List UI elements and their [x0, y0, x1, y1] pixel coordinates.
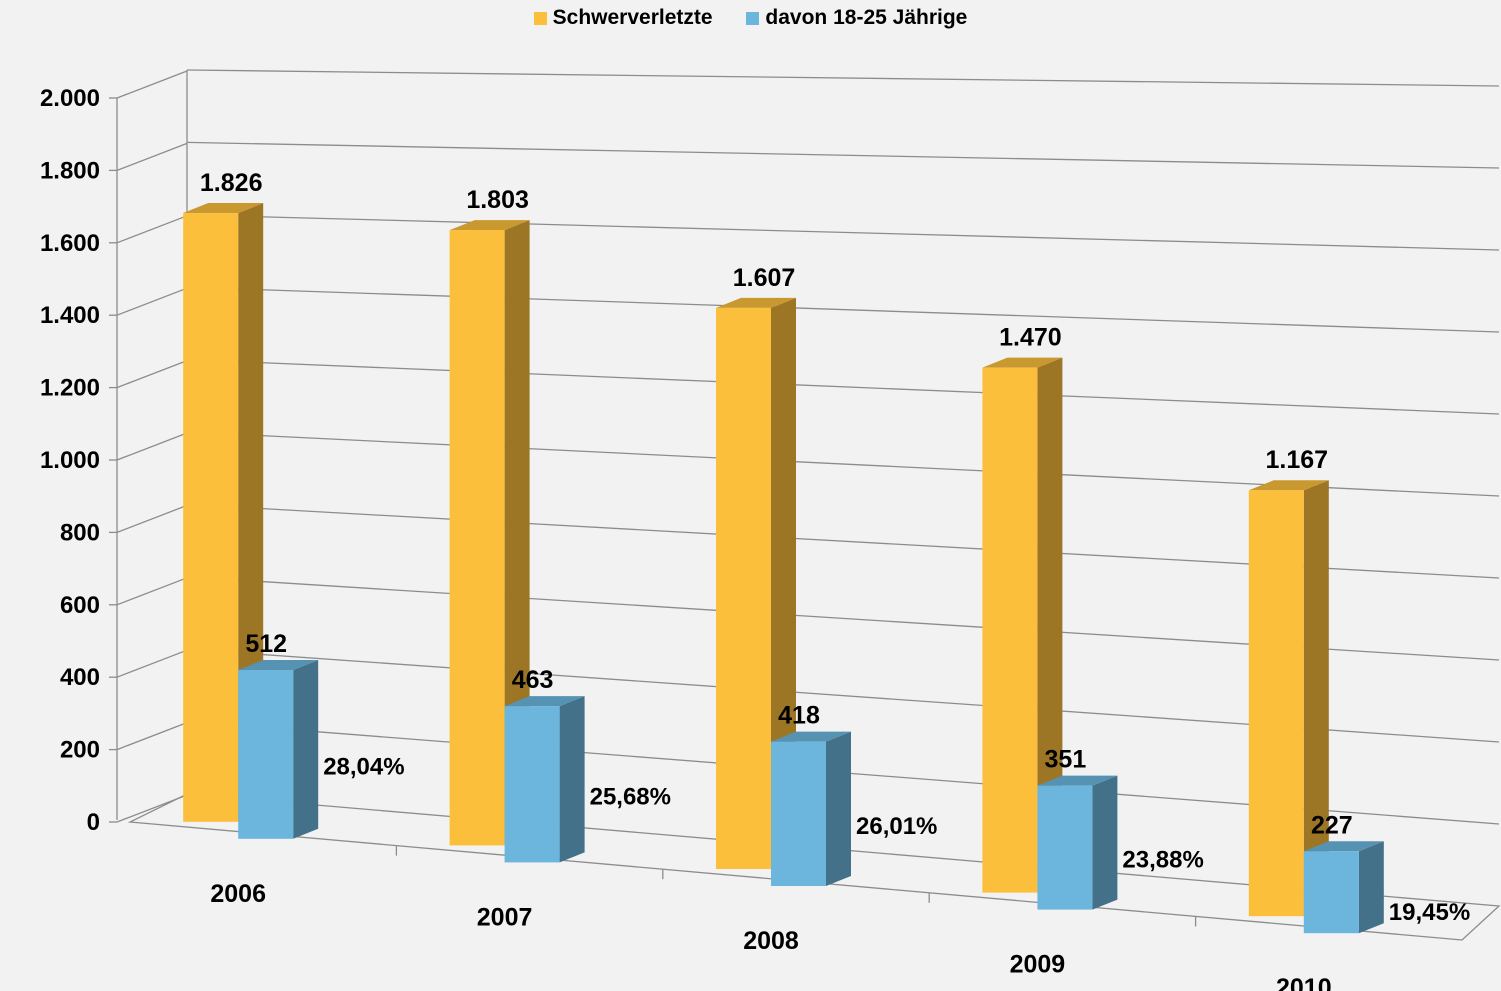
bar-side-1-4	[1303, 480, 1329, 917]
y-tick-label: 400	[60, 664, 100, 691]
legend-label-series-2: davon 18-25 Jährige	[765, 6, 968, 29]
legend-item-series-2: davon 18-25 Jährige	[746, 6, 967, 30]
y-side-gridline	[116, 721, 188, 751]
y-side-gridline	[116, 70, 188, 99]
x-tick-label: 2008	[743, 927, 799, 955]
bar-top-2-2	[771, 731, 851, 742]
y-side-gridline	[116, 649, 188, 678]
data-label-series-2: 227	[1311, 811, 1353, 839]
data-label-series-1: 1.803	[466, 186, 529, 214]
bar-front-2-2	[771, 741, 826, 886]
y-side-gridline	[116, 794, 188, 823]
bar-front-1-2	[716, 307, 771, 869]
data-label-series-2: 463	[512, 666, 554, 694]
y-tick-label: 1.400	[40, 302, 100, 329]
bar-top-1-4	[1248, 480, 1329, 491]
bar-front-1-3	[982, 367, 1038, 893]
bar-front-1-0	[183, 213, 239, 822]
legend-item-series-1: Schwerverletzte	[533, 6, 713, 30]
percentage-label: 25,68%	[590, 783, 671, 810]
x-tick-label: 2009	[1010, 951, 1066, 979]
bar-side-1-1	[504, 220, 530, 846]
data-label-series-1: 1.826	[200, 169, 263, 197]
y-tick-label: 1.000	[40, 447, 100, 474]
gridline	[186, 358, 1500, 415]
y-side-gridline	[116, 504, 188, 534]
y-side-gridline	[116, 432, 188, 461]
chart-floor	[127, 793, 1501, 941]
bar-side-2-0	[293, 659, 319, 839]
data-label-series-1: 1.167	[1266, 446, 1329, 474]
data-label-series-2: 351	[1045, 746, 1087, 774]
data-label-series-1: 1.470	[999, 324, 1062, 352]
bar-front-2-0	[238, 669, 294, 839]
y-tick-label: 2.000	[40, 85, 100, 112]
data-label-series-2: 418	[778, 702, 820, 730]
percentage-label: 19,45%	[1389, 899, 1470, 926]
x-tick-label: 2010	[1276, 974, 1332, 991]
bar-front-2-3	[1037, 785, 1093, 910]
gridline	[186, 69, 1500, 87]
chart-legend: Schwerverletzte davon 18-25 Jährige	[0, 6, 1501, 31]
y-side-gridline	[116, 215, 188, 244]
bar-top-2-3	[1037, 775, 1118, 786]
y-side-gridline	[116, 287, 188, 316]
gridline	[186, 286, 1500, 333]
bar-side-2-1	[559, 696, 585, 863]
legend-swatch-series-2	[746, 11, 760, 25]
y-tick-label: 0	[87, 809, 100, 836]
legend-label-series-1: Schwerverletzte	[552, 6, 713, 29]
bar-side-2-2	[826, 731, 851, 886]
bar-top-2-4	[1303, 841, 1384, 852]
gridline	[186, 141, 1500, 169]
x-tick-label: 2007	[477, 903, 533, 931]
y-tick-label: 600	[60, 592, 100, 619]
data-label-series-1: 1.607	[733, 264, 796, 292]
gridline	[186, 214, 1500, 251]
y-tick-label: 800	[60, 519, 100, 546]
x-tick-label: 2006	[210, 880, 266, 908]
bar-side-2-3	[1092, 775, 1118, 910]
y-side-gridline	[116, 577, 188, 606]
bar-front-2-4	[1303, 851, 1359, 934]
y-tick-label: 200	[60, 737, 100, 764]
bar-top-1-0	[183, 203, 264, 214]
y-side-gridline	[116, 359, 188, 389]
bar-front-1-4	[1248, 490, 1304, 917]
percentage-label: 28,04%	[323, 753, 404, 780]
bar-top-1-1	[449, 220, 530, 231]
bar-top-1-3	[982, 357, 1063, 368]
bar-side-2-4	[1358, 841, 1384, 934]
bar-front-2-1	[504, 706, 560, 863]
bar-side-1-2	[771, 297, 796, 869]
y-tick-label: 1.800	[40, 157, 100, 184]
y-tick-label: 1.600	[40, 230, 100, 257]
bar-front-1-1	[449, 230, 505, 846]
percentage-label: 23,88%	[1122, 847, 1203, 874]
percentage-label: 26,01%	[856, 813, 937, 840]
y-tick-label: 1.200	[40, 375, 100, 402]
bar-side-1-3	[1037, 357, 1063, 893]
data-label-series-2: 512	[245, 630, 287, 658]
y-side-gridline	[116, 142, 188, 172]
legend-swatch-series-1	[533, 11, 547, 25]
bar-top-2-1	[504, 696, 585, 707]
bar-top-2-0	[238, 659, 319, 670]
bar-top-1-2	[716, 297, 796, 308]
